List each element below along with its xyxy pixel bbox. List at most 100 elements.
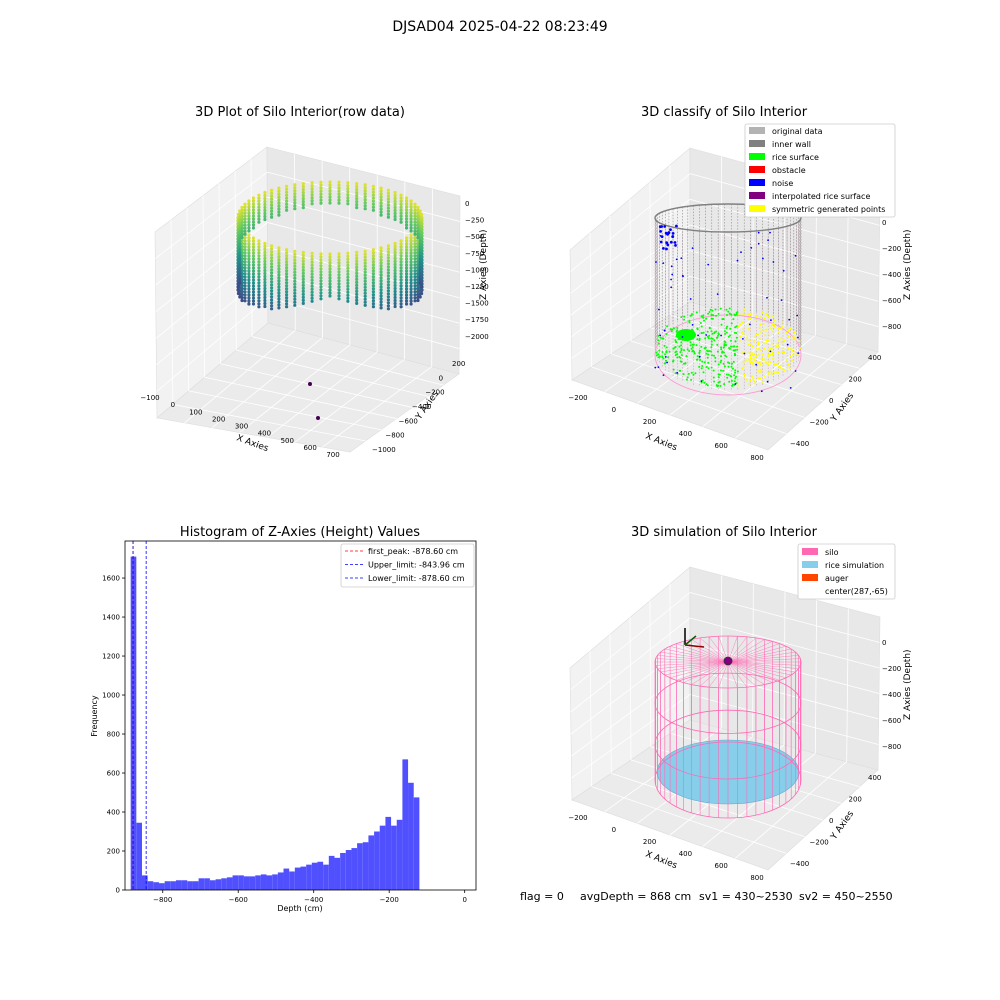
data-point: [310, 181, 314, 185]
data-point: [257, 242, 261, 246]
data-point: [337, 297, 341, 301]
data-point: [404, 251, 409, 255]
rice-surface-point: [758, 337, 761, 340]
data-point: [393, 247, 397, 252]
x-tick-label: 300: [235, 423, 248, 431]
rice-surface-point: [759, 316, 762, 319]
data-point: [263, 205, 267, 210]
data-point: [399, 199, 403, 203]
data-point: [328, 252, 332, 256]
rice-surface-point: [751, 345, 754, 348]
colored-scatter-points: [236, 180, 424, 311]
data-point: [238, 263, 242, 267]
legend-swatch: [749, 166, 765, 173]
data-point: [238, 269, 242, 273]
data-point: [379, 273, 383, 277]
rice-surface-point: [706, 335, 709, 338]
data-point: [346, 272, 350, 276]
data-point: [413, 214, 417, 218]
data-point: [386, 292, 390, 296]
data-point: [371, 190, 375, 194]
data-point: [270, 256, 274, 260]
data-point: [363, 288, 367, 292]
y-tick-label: 0: [116, 887, 120, 895]
rice-surface-point: [769, 348, 772, 351]
rice-surface-point: [737, 384, 740, 387]
data-point: [409, 220, 413, 224]
data-point: [240, 298, 244, 303]
histogram-bar: [226, 877, 233, 890]
grid-line: [239, 344, 351, 433]
data-point: [277, 198, 281, 202]
z-axis-label: Z Axies (Depth): [903, 229, 913, 300]
data-point: [301, 253, 305, 257]
data-point: [399, 281, 403, 285]
data-point: [243, 208, 247, 212]
silo-roof-line: [727, 661, 799, 669]
data-point: [257, 248, 261, 252]
rice-surface-point: [655, 354, 658, 357]
data-point: [379, 255, 383, 259]
noise-point: [691, 324, 694, 326]
data-point: [413, 220, 417, 224]
data-point: [409, 290, 413, 294]
rice-surface-point: [680, 360, 683, 363]
rice-surface-point: [733, 354, 736, 357]
rice-surface-point: [661, 337, 664, 340]
rice-surface-point: [672, 368, 675, 371]
data-point: [404, 202, 409, 206]
data-point: [251, 251, 256, 255]
rice-surface-point: [724, 332, 727, 335]
histogram-bar: [158, 883, 165, 890]
data-point: [263, 250, 267, 255]
data-point: [328, 285, 332, 289]
z-tick-label: −400: [882, 271, 901, 279]
rice-surface-point: [688, 319, 691, 322]
rice-surface-point: [733, 345, 736, 348]
noise-point: [757, 242, 760, 245]
data-point: [310, 290, 314, 294]
rice-surface-point: [733, 352, 736, 355]
data-point: [257, 208, 261, 212]
rice-surface-point: [742, 361, 745, 363]
data-point: [270, 244, 274, 248]
rice-surface-point: [720, 355, 722, 358]
data-point: [386, 259, 390, 263]
data-point: [243, 205, 247, 209]
silo-roof-line: [727, 648, 792, 663]
data-point: [337, 288, 341, 292]
data-point: [328, 267, 332, 271]
rice-surface-point: [679, 351, 682, 354]
rice-surface-point: [758, 360, 761, 363]
histogram-bar: [260, 874, 267, 890]
data-point: [270, 262, 274, 266]
data-point: [413, 211, 417, 215]
data-point: [285, 205, 289, 209]
data-point: [301, 274, 305, 278]
histogram-bar: [255, 875, 261, 890]
data-point: [346, 266, 350, 270]
data-point: [301, 262, 305, 266]
data-point: [263, 208, 267, 213]
data-point: [301, 197, 305, 201]
data-point: [293, 207, 297, 211]
data-point: [293, 300, 297, 304]
data-point: [409, 251, 413, 255]
data-point: [247, 248, 251, 252]
data-point: [371, 293, 375, 297]
data-point: [277, 297, 281, 301]
rice-surface-point: [727, 310, 730, 313]
data-point: [293, 192, 297, 196]
rice-surface-point: [757, 341, 760, 344]
rice-surface-point: [662, 357, 665, 360]
data-point: [293, 276, 297, 280]
rice-surface-point: [707, 350, 709, 353]
noise-point: [697, 334, 699, 337]
data-point: [355, 283, 359, 287]
rice-surface-point: [727, 335, 730, 338]
rice-surface-point: [689, 314, 692, 317]
rice-surface-point: [736, 348, 739, 351]
data-point: [355, 182, 359, 186]
data-point: [404, 287, 409, 291]
rice-surface-point: [761, 380, 764, 383]
